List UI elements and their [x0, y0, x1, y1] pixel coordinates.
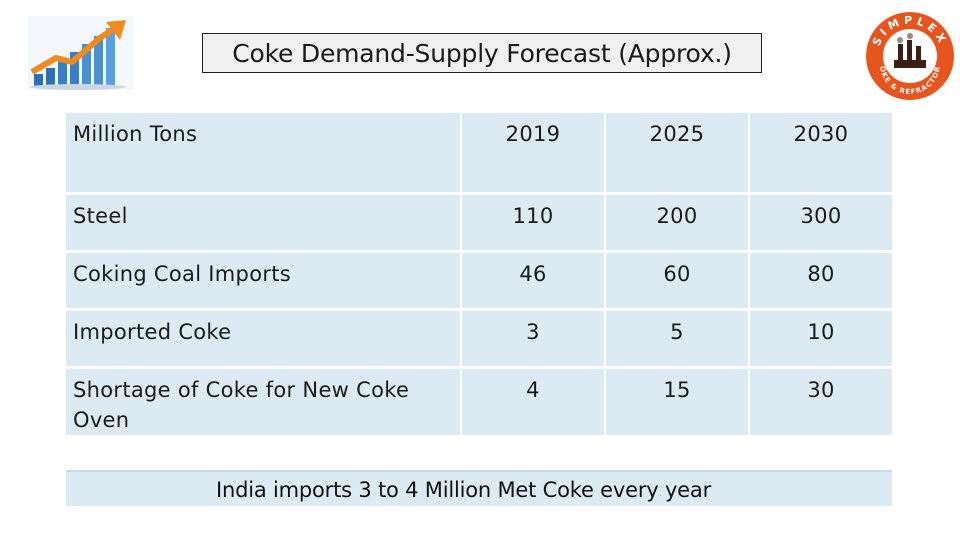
cell-value: 110: [462, 195, 606, 253]
cell-value: 60: [606, 253, 750, 311]
table-row: Steel 110 200 300: [66, 195, 892, 253]
table-row: Imported Coke 3 5 10: [66, 311, 892, 369]
header-label: Million Tons: [66, 113, 462, 195]
table-header-row: Million Tons 2019 2025 2030: [66, 113, 892, 195]
row-label: Coking Coal Imports: [66, 253, 462, 311]
factory-icon: [894, 33, 926, 68]
header-year-2019: 2019: [462, 113, 606, 195]
cell-value: 15: [606, 369, 750, 438]
cell-value: 46: [462, 253, 606, 311]
note-box: India imports 3 to 4 Million Met Coke ev…: [66, 470, 892, 506]
page-title: Coke Demand-Supply Forecast (Approx.): [202, 33, 762, 73]
cell-value: 10: [750, 311, 892, 369]
row-label: Shortage of Coke for New Coke Oven: [66, 369, 462, 438]
table-row: Coking Coal Imports 46 60 80: [66, 253, 892, 311]
cell-value: 3: [462, 311, 606, 369]
note-text: India imports 3 to 4 Million Met Coke ev…: [216, 478, 712, 502]
cell-value: 30: [750, 369, 892, 438]
header-year-2025: 2025: [606, 113, 750, 195]
simplex-logo: SIMPLEX COKE & REFRACTORY: [864, 4, 954, 100]
cell-value: 5: [606, 311, 750, 369]
growth-chart-icon: [28, 16, 134, 90]
row-label: Steel: [66, 195, 462, 253]
table-row: Shortage of Coke for New Coke Oven 4 15 …: [66, 369, 892, 438]
header-year-2030: 2030: [750, 113, 892, 195]
forecast-table: Million Tons 2019 2025 2030 Steel 110 20…: [66, 113, 892, 438]
growth-bars: [34, 28, 115, 86]
cell-value: 300: [750, 195, 892, 253]
cell-value: 4: [462, 369, 606, 438]
row-label: Imported Coke: [66, 311, 462, 369]
cell-value: 80: [750, 253, 892, 311]
cell-value: 200: [606, 195, 750, 253]
